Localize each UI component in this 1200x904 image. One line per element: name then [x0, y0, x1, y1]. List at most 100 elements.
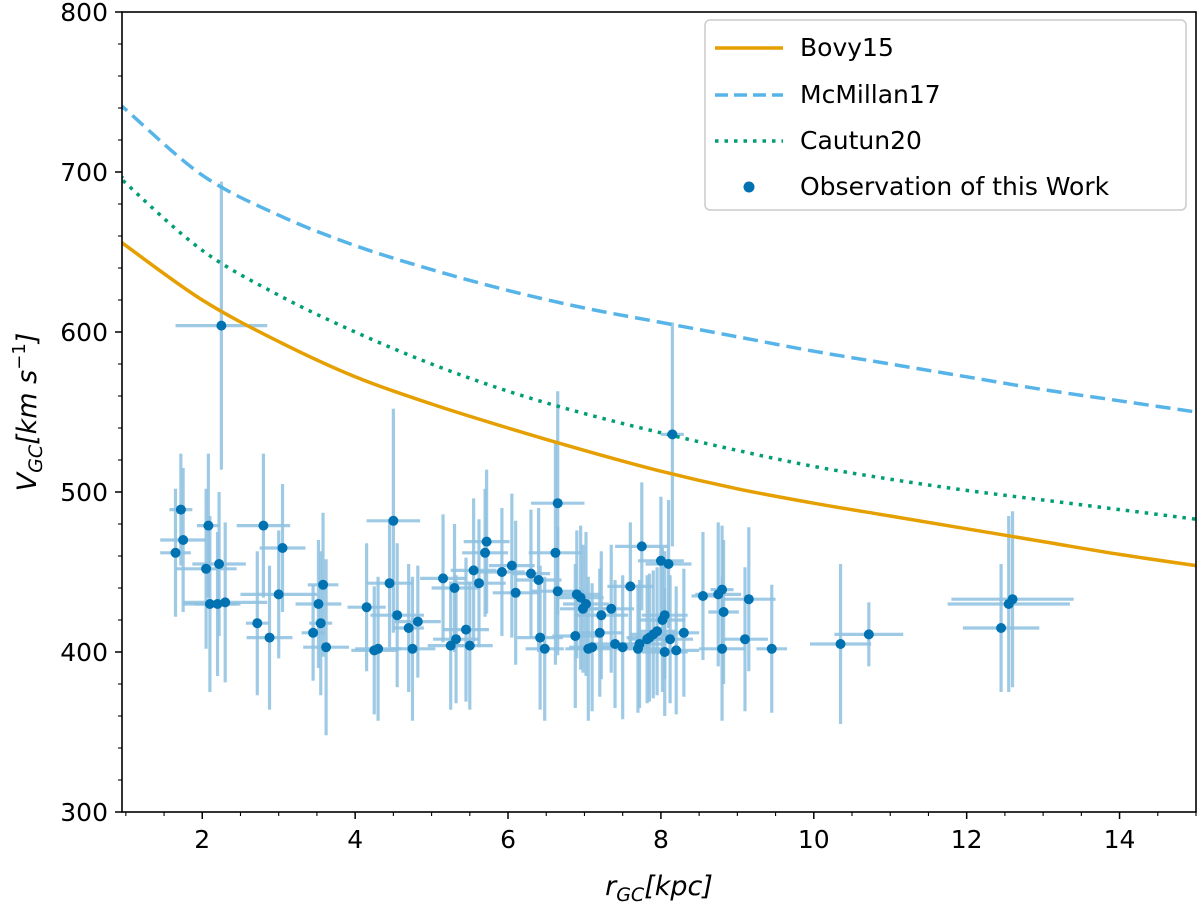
observation-point	[468, 565, 479, 576]
observation-point	[863, 629, 874, 640]
observation-point	[535, 632, 546, 643]
observation-point	[170, 547, 181, 558]
observation-point	[201, 563, 212, 574]
legend-label-mcmillan17: McMillan17	[800, 80, 941, 109]
observation-point	[449, 583, 460, 593]
observation-point	[480, 547, 491, 558]
observation-point	[308, 627, 319, 638]
observation-point	[655, 555, 666, 566]
observation-point	[403, 623, 414, 633]
observation-point	[361, 602, 372, 613]
observation-point	[580, 599, 591, 609]
observation-point	[766, 643, 777, 654]
observation-point	[610, 639, 621, 649]
x-tick-label: 14	[1104, 825, 1136, 854]
x-tick-label: 8	[653, 825, 669, 854]
x-tick-label: 2	[194, 825, 210, 854]
legend-label-observation: Observation of this Work	[800, 172, 1110, 201]
observation-point	[743, 594, 754, 605]
observation-point	[663, 559, 674, 569]
observation-point	[539, 643, 550, 654]
observation-point	[659, 647, 670, 657]
observation-point	[220, 597, 231, 608]
observation-point	[373, 643, 384, 654]
observation-point	[451, 634, 462, 645]
y-axis-label-close: ]	[12, 333, 43, 346]
observation-point	[533, 575, 544, 585]
model-curves	[122, 104, 1196, 568]
x-axis-label-main: r	[605, 871, 618, 902]
observation-point	[313, 599, 324, 609]
x-tick-label: 12	[951, 825, 983, 854]
observation-point	[318, 579, 329, 590]
observation-point	[596, 610, 607, 621]
y-tick-label: 300	[60, 798, 108, 827]
observation-point	[996, 623, 1007, 633]
plot-frame	[121, 11, 1197, 813]
model-curve-cautun20	[122, 175, 1196, 521]
observation-point	[178, 535, 189, 545]
x-tick-label: 10	[798, 825, 830, 854]
observation-point	[718, 607, 729, 617]
x-tick-label: 6	[500, 825, 516, 854]
y-tick-label: 500	[60, 478, 108, 507]
observation-point	[570, 631, 581, 641]
observation-point	[481, 536, 492, 547]
observation-point	[216, 320, 227, 331]
y-tick-label: 800	[60, 0, 108, 27]
observation-point	[212, 599, 223, 609]
observation-point	[634, 639, 645, 649]
observation-point	[1007, 594, 1018, 605]
y-axis-label-exponent: −1	[9, 343, 30, 370]
observation-point	[273, 589, 284, 600]
observation-point	[258, 520, 269, 531]
observation-point	[678, 627, 689, 638]
observation-point	[203, 520, 214, 531]
observation-point	[697, 591, 708, 601]
legend-label-cautun20: Cautun20	[800, 126, 922, 155]
axis-ticks: 2 4 6 8 10 12 14 300 400 500 600 700 800	[60, 0, 1197, 854]
observation-point	[671, 645, 682, 656]
observation-point	[739, 634, 750, 645]
observation-point	[384, 578, 395, 589]
observation-point	[587, 642, 598, 653]
observation-point	[460, 624, 471, 635]
observation-point	[667, 429, 678, 440]
observation-point	[510, 587, 521, 598]
legend-marker-observation	[743, 181, 755, 193]
observation-point	[617, 642, 628, 653]
observation-point	[636, 541, 647, 552]
observation-point	[594, 627, 605, 638]
observation-point	[321, 642, 332, 653]
y-tick-label: 700	[60, 158, 108, 187]
y-axis-label: VGC[km s−1]	[9, 333, 47, 492]
model-curve-bovy15	[122, 240, 1196, 568]
legend-label-bovy15: Bovy15	[800, 33, 894, 62]
observation-point	[204, 599, 215, 609]
observation-point	[214, 559, 225, 569]
y-tick-label: 600	[60, 318, 108, 347]
observation-point	[392, 610, 403, 621]
x-axis-label-unit: [kpc]	[644, 871, 713, 902]
observation-point	[473, 578, 484, 589]
y-axis-label-unit: [km s	[12, 370, 43, 445]
x-tick-label: 4	[347, 825, 363, 854]
observation-point	[625, 581, 636, 592]
observation-point	[464, 640, 475, 651]
observation-point	[717, 584, 728, 595]
observation-point	[652, 626, 663, 637]
observation-point	[717, 643, 728, 654]
x-axis-label-sub: GC	[616, 884, 645, 904]
observation-point	[388, 515, 399, 526]
observation-point	[552, 498, 563, 509]
observation-point	[665, 634, 676, 645]
observation-point	[438, 573, 449, 584]
observation-point	[252, 618, 263, 629]
observation-point	[659, 610, 670, 621]
legend-box	[704, 19, 1187, 211]
observation-point	[550, 547, 561, 558]
observation-point	[264, 632, 275, 643]
observation-point	[525, 568, 536, 579]
observation-point	[315, 618, 326, 629]
